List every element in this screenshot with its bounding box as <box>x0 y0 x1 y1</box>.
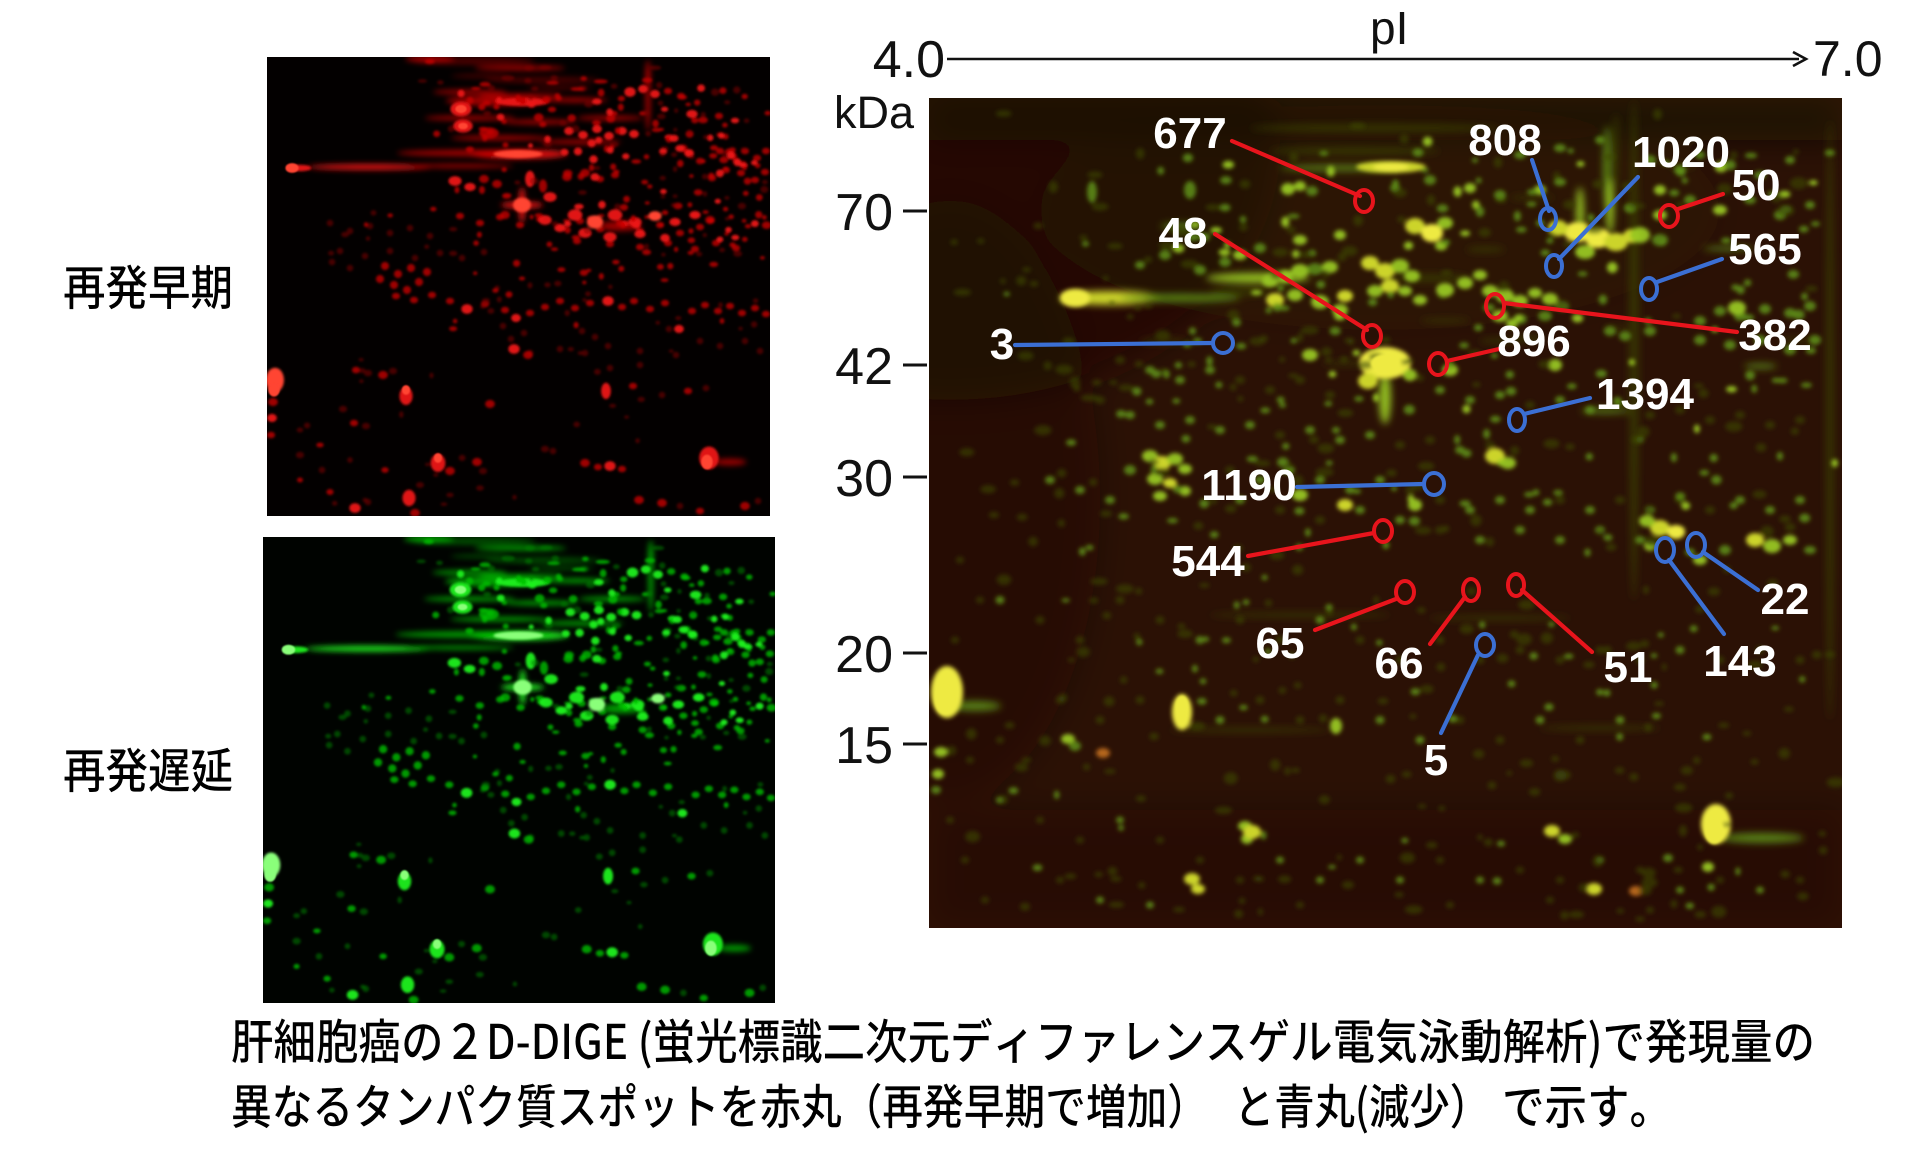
svg-text:4.0: 4.0 <box>873 31 945 89</box>
svg-text:5: 5 <box>1424 736 1448 785</box>
svg-text:544: 544 <box>1171 537 1245 586</box>
svg-text:677: 677 <box>1153 109 1226 158</box>
svg-text:70: 70 <box>835 184 893 242</box>
svg-text:7.0: 7.0 <box>1813 31 1883 87</box>
svg-text:42: 42 <box>835 338 893 396</box>
svg-text:65: 65 <box>1256 619 1305 668</box>
svg-text:1190: 1190 <box>1201 461 1296 510</box>
svg-text:896: 896 <box>1497 317 1570 366</box>
svg-text:kDa: kDa <box>834 87 915 138</box>
svg-text:pI: pI <box>1370 2 1408 54</box>
svg-text:51: 51 <box>1604 643 1653 692</box>
svg-text:15: 15 <box>835 717 893 775</box>
svg-text:3: 3 <box>990 320 1014 369</box>
svg-text:22: 22 <box>1761 575 1810 624</box>
svg-text:30: 30 <box>835 450 893 508</box>
svg-text:50: 50 <box>1732 161 1781 210</box>
svg-text:20: 20 <box>835 626 893 684</box>
svg-text:1394: 1394 <box>1596 370 1694 419</box>
svg-text:382: 382 <box>1738 311 1811 360</box>
svg-text:565: 565 <box>1728 225 1801 274</box>
svg-text:66: 66 <box>1375 639 1424 688</box>
svg-text:143: 143 <box>1703 637 1776 686</box>
svg-text:48: 48 <box>1159 209 1208 258</box>
svg-text:1020: 1020 <box>1632 128 1730 177</box>
svg-text:808: 808 <box>1468 116 1541 165</box>
